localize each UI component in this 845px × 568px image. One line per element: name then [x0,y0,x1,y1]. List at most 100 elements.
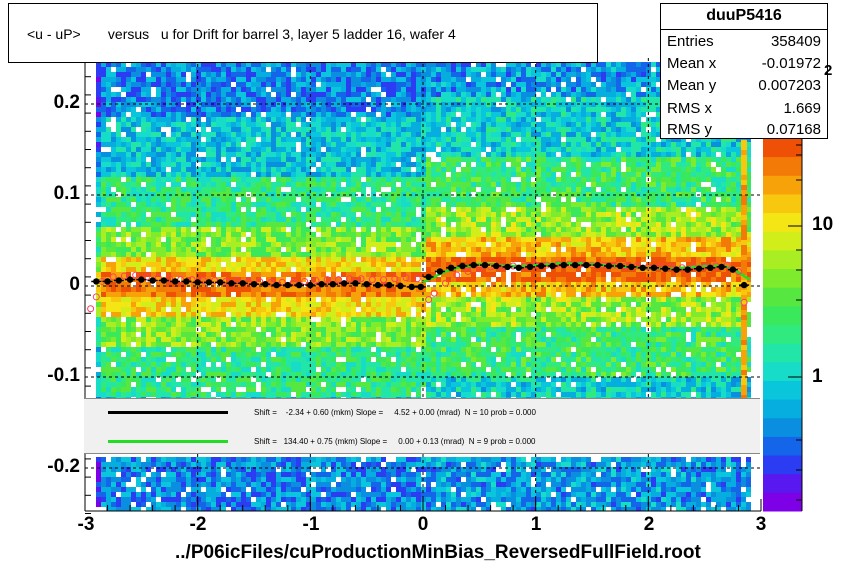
heat-cell [326,362,331,367]
heat-cell [321,272,326,277]
heat-cell [221,132,226,137]
heat-cell [326,77,331,82]
heat-cell [371,127,376,132]
heat-cell [371,67,376,72]
heat-cell [431,72,436,77]
heat-cell [121,332,126,337]
heat-cell [351,242,356,247]
heat-cell [426,377,431,382]
heat-cell [186,507,191,511]
heat-cell [196,337,201,342]
heat-cell [291,377,296,382]
heat-cell [301,242,306,247]
heat-cell [366,297,371,302]
heat-cell [426,477,431,482]
heat-cell [116,357,121,362]
heat-cell [341,142,346,147]
heat-cell [321,177,326,182]
heat-cell [221,287,226,292]
heat-cell [226,192,231,197]
heat-cell [261,337,266,342]
heat-cell [371,97,376,102]
heat-cell [356,342,361,347]
heat-cell [396,82,401,87]
heat-cell [176,372,181,377]
heat-cell [141,102,146,107]
heat-cell [416,92,421,97]
heat-cell [96,462,101,467]
heat-cell [266,82,271,87]
heat-cell [266,292,271,297]
heat-cell [201,112,206,117]
heat-cell [246,267,251,272]
heat-cell [171,472,176,477]
heat-cell [141,127,146,132]
heat-cell [281,202,286,207]
heat-cell [361,357,366,362]
heat-cell [271,217,276,222]
heat-cell [391,322,396,327]
heat-cell [96,172,101,177]
heat-cell [256,477,261,482]
heat-cell [251,187,256,192]
heat-cell [381,272,386,277]
heat-cell [321,362,326,367]
heat-cell [361,367,366,372]
heat-cell [241,252,246,257]
heat-cell [96,267,101,272]
heat-cell [321,262,326,267]
heat-cell [211,387,216,392]
heat-cell [386,277,391,282]
heat-cell [141,332,146,337]
heat-cell [161,262,166,267]
heat-cell [211,382,216,387]
heat-cell [401,252,406,257]
heat-cell [261,382,266,387]
heat-cell [156,247,161,252]
heat-cell [211,217,216,222]
heat-cell [236,172,241,177]
heat-cell [331,372,336,377]
heat-cell [346,257,351,262]
heat-cell [181,87,186,92]
heat-cell [186,272,191,277]
heat-cell [146,217,151,222]
heat-cell [336,347,341,352]
heat-cell [361,332,366,337]
heat-cell [361,352,366,357]
heat-cell [401,187,406,192]
heat-cell [96,262,101,267]
heat-cell [381,207,386,212]
heat-cell [106,287,111,292]
heat-cell [146,127,151,132]
heat-cell [296,227,301,232]
heat-cell [246,322,251,327]
heat-cell [411,477,416,482]
heat-cell [206,247,211,252]
heat-cell [426,312,431,317]
heat-cell [331,242,336,247]
heat-cell [166,227,171,232]
heat-cell [251,502,256,507]
heat-cell [181,457,186,462]
heat-cell [146,492,151,497]
heat-cell [236,122,241,127]
heat-cell [426,357,431,362]
heat-cell [296,247,301,252]
heat-cell [186,247,191,252]
heat-cell [336,87,341,92]
heat-cell [406,82,411,87]
heat-cell [141,377,146,382]
heat-cell [316,312,321,317]
heat-cell [166,157,171,162]
heat-cell [236,367,241,372]
heat-cell [401,197,406,202]
heat-cell [131,87,136,92]
heat-cell [426,92,431,97]
heat-cell [406,282,411,287]
heat-cell [401,182,406,187]
heat-cell [341,72,346,77]
heat-cell [221,142,226,147]
heat-cell [386,332,391,337]
heat-cell [156,82,161,87]
